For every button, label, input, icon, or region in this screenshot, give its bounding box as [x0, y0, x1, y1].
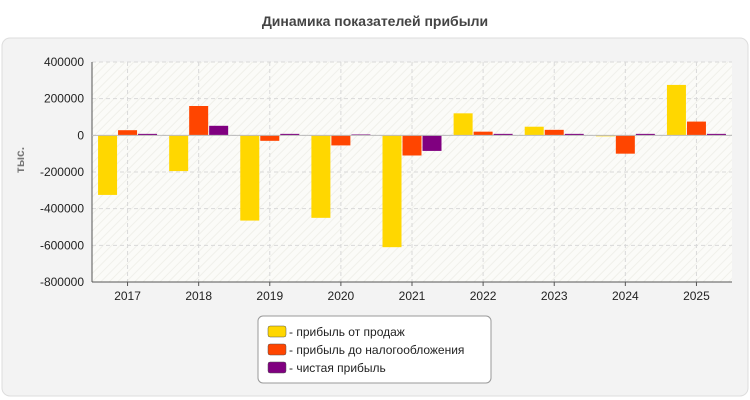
x-tick-label: 2022	[470, 289, 497, 303]
bar-2-2023	[544, 129, 564, 136]
y-axis-title: тыс.	[13, 147, 27, 173]
x-tick-label: 2023	[541, 289, 568, 303]
legend-label: - прибыль от продаж	[289, 325, 405, 339]
bar-2-2022	[473, 131, 493, 136]
legend-swatch	[267, 343, 287, 356]
plot-area	[92, 62, 732, 282]
bar-1-2020	[311, 135, 331, 218]
legend-swatch	[267, 325, 287, 338]
bar-3-2023	[564, 133, 584, 136]
legend-label: - прибыль до налогообложения	[289, 343, 464, 357]
bar-3-2018	[209, 125, 229, 136]
bar-2-2024	[615, 135, 635, 154]
bar-2-2017	[118, 130, 138, 136]
x-tick-label: 2019	[256, 289, 283, 303]
legend-label: - чистая прибыль	[289, 361, 386, 375]
legend-swatch	[267, 361, 287, 374]
bar-3-2024	[635, 133, 655, 136]
x-tick-label: 2017	[114, 289, 141, 303]
bar-1-2017	[98, 135, 118, 195]
bar-2-2020	[331, 135, 351, 146]
bar-3-2022	[493, 133, 513, 136]
bar-3-2019	[280, 133, 300, 136]
bar-1-2022	[453, 113, 473, 136]
bar-1-2025	[666, 84, 686, 136]
bar-2-2018	[189, 106, 209, 136]
bar-3-2017	[138, 133, 158, 136]
bar-3-2025	[706, 133, 726, 136]
bar-1-2018	[169, 135, 189, 172]
x-tick-label: 2021	[399, 289, 426, 303]
bar-3-2021	[422, 135, 442, 151]
x-tick-label: 2018	[185, 289, 212, 303]
legend-box	[257, 315, 492, 384]
bar-1-2019	[240, 135, 260, 221]
x-tick-label: 2020	[328, 289, 355, 303]
axis-layer: 400000 200000 0 -200000 -400000 -600000 -80000…	[40, 55, 732, 303]
bar-1-2023	[524, 126, 544, 136]
chart-title: Динамика показателей прибыли	[262, 13, 488, 29]
x-tick-label: 2025	[683, 289, 710, 303]
y-tick-label: 0	[77, 128, 84, 142]
bar-2-2021	[402, 135, 422, 156]
x-tick-label: 2024	[612, 289, 639, 303]
y-tick-label: -800000	[40, 275, 84, 289]
y-tick-label: -200000	[40, 165, 84, 179]
bar-1-2021	[382, 135, 402, 248]
bar-2-2025	[686, 121, 706, 136]
y-tick-label: -400000	[40, 202, 84, 216]
y-tick-label: 400000	[44, 55, 84, 69]
bars-layer	[98, 84, 726, 248]
y-tick-label: -600000	[40, 238, 84, 252]
y-tick-label: 200000	[44, 92, 84, 106]
legend: - прибыль от продаж - прибыль до налогооб…	[267, 325, 464, 375]
bar-2-2019	[260, 135, 280, 141]
